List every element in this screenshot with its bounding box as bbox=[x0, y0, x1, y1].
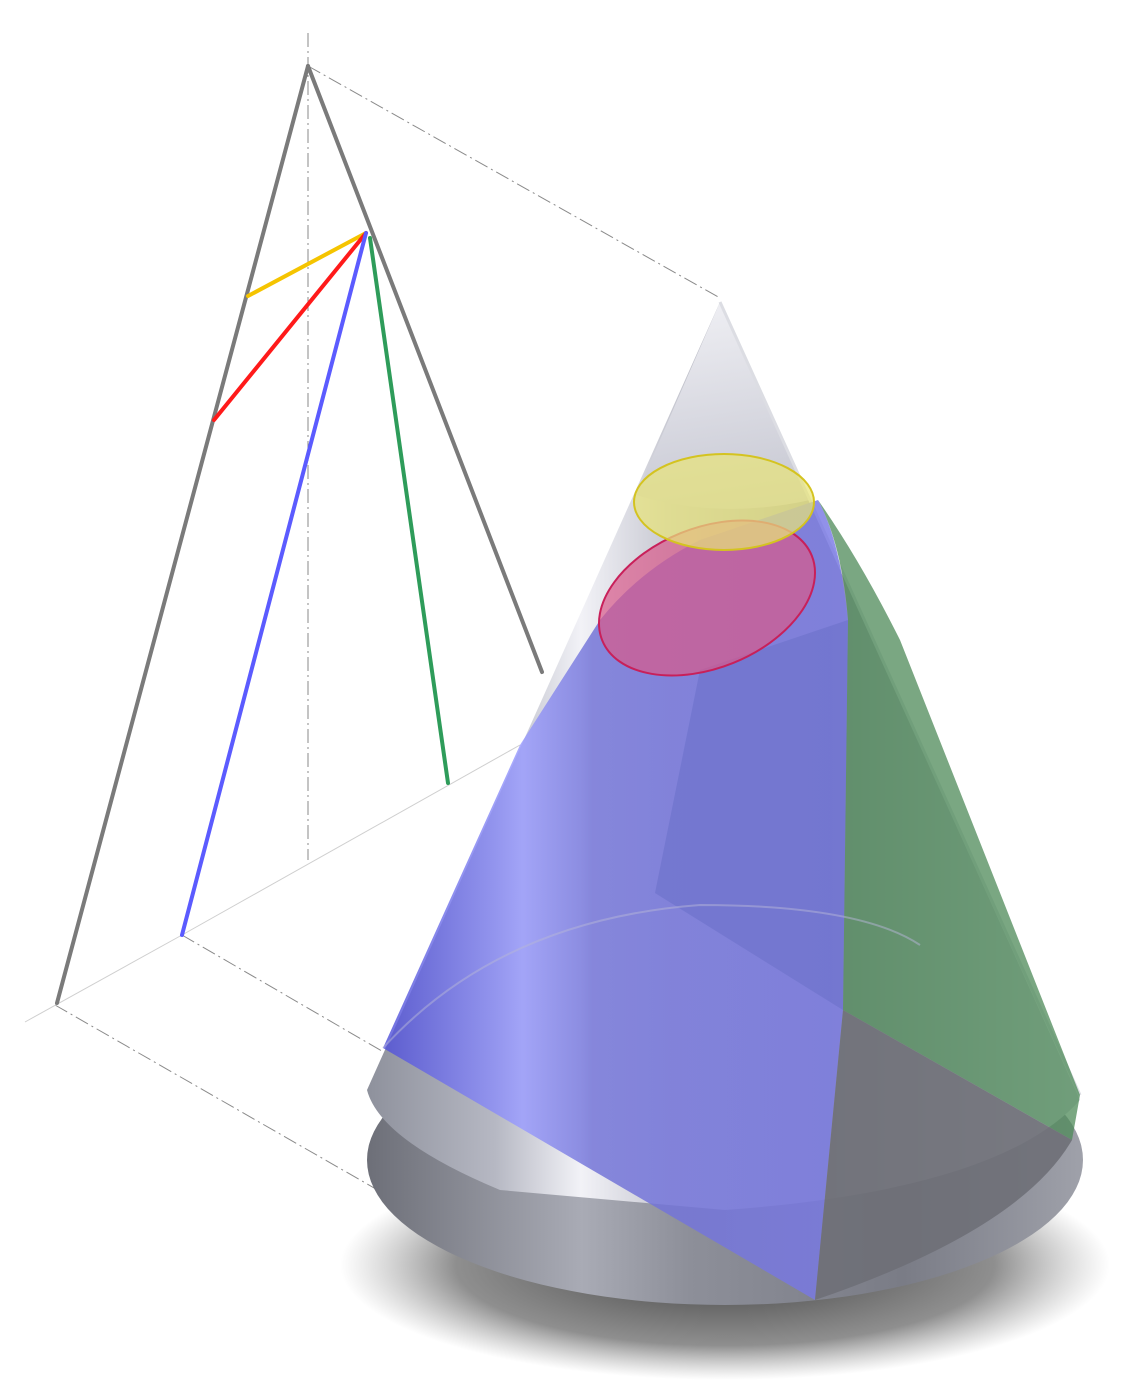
base-shaded-face bbox=[815, 1010, 1072, 1300]
base-projection-line bbox=[181, 934, 481, 1109]
shaded-cone bbox=[340, 301, 1110, 1380]
hyperbola-section-line bbox=[180, 231, 368, 937]
ground-line-left bbox=[24, 934, 183, 1023]
cone-outline bbox=[55, 64, 544, 1005]
hyperbola-inner-plane bbox=[655, 620, 848, 1010]
lower-projection-line bbox=[54, 1004, 431, 1221]
ellipse-section-line bbox=[212, 231, 368, 422]
parabola-region bbox=[818, 500, 1080, 1140]
circle-section-line bbox=[246, 231, 368, 298]
construction-drawing bbox=[24, 33, 721, 1221]
cone-tip bbox=[636, 302, 810, 509]
base-ring-line bbox=[382, 903, 921, 1049]
left-generator-edge bbox=[55, 64, 310, 1005]
circle-section bbox=[633, 453, 815, 551]
right-generator-edge bbox=[306, 64, 544, 674]
section-lines bbox=[180, 231, 450, 937]
ground-line-right bbox=[181, 744, 521, 936]
ground-lines bbox=[24, 744, 521, 1023]
parabola-section-line bbox=[368, 236, 450, 785]
apex-projection-line bbox=[307, 65, 721, 299]
